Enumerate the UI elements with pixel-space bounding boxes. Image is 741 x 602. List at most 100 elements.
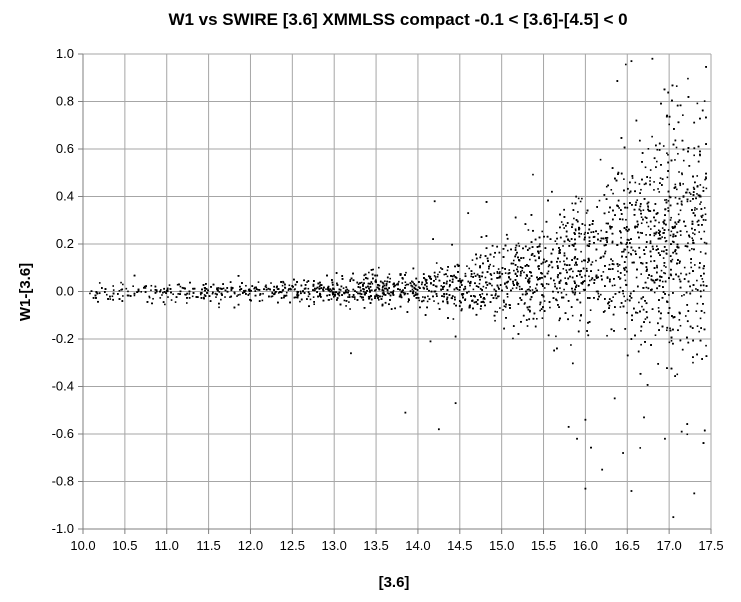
data-point — [612, 192, 614, 195]
data-point — [434, 290, 437, 293]
data-point — [566, 283, 568, 285]
data-point — [491, 284, 493, 287]
data-point — [155, 289, 158, 291]
data-point — [611, 240, 614, 243]
data-point — [613, 278, 615, 280]
data-point — [670, 216, 672, 219]
data-point — [191, 295, 194, 298]
data-point — [205, 283, 207, 285]
data-point — [579, 319, 581, 322]
data-point — [690, 266, 693, 269]
data-point — [622, 292, 624, 295]
data-point — [672, 292, 674, 294]
data-point — [517, 333, 520, 335]
data-point — [481, 293, 484, 295]
data-point — [628, 192, 631, 194]
data-point — [186, 292, 188, 295]
data-point — [184, 293, 186, 296]
data-point — [479, 254, 482, 257]
data-point — [571, 314, 574, 317]
data-point — [516, 284, 519, 287]
data-point — [503, 305, 506, 307]
data-point — [675, 223, 678, 225]
data-point — [319, 294, 321, 297]
data-point — [551, 266, 554, 269]
data-point — [694, 207, 696, 209]
data-point — [490, 274, 493, 276]
data-point — [544, 261, 547, 263]
data-point — [313, 287, 316, 290]
data-point — [698, 194, 701, 197]
data-point — [640, 188, 642, 191]
data-point — [341, 275, 344, 277]
data-point — [663, 272, 665, 274]
data-point — [239, 288, 241, 291]
data-point — [662, 257, 665, 259]
data-point — [471, 300, 473, 302]
data-point — [539, 303, 541, 306]
data-point — [639, 447, 642, 449]
data-point — [678, 171, 680, 173]
data-point — [703, 241, 706, 244]
data-point — [513, 269, 515, 272]
data-point — [497, 286, 500, 289]
data-point — [573, 217, 575, 220]
data-point — [638, 301, 640, 304]
data-point — [333, 293, 335, 296]
data-point — [437, 273, 439, 276]
data-point — [574, 264, 576, 266]
data-point — [696, 175, 699, 177]
data-point — [392, 289, 395, 292]
data-point — [396, 283, 398, 286]
data-point — [528, 318, 531, 321]
data-point — [202, 296, 205, 299]
data-point — [630, 253, 632, 255]
data-point — [468, 267, 471, 270]
data-point — [678, 311, 681, 314]
data-point — [176, 283, 179, 286]
data-point — [649, 240, 652, 242]
data-point — [698, 231, 700, 233]
data-point — [637, 350, 640, 353]
data-point — [582, 288, 585, 291]
data-point — [640, 330, 642, 332]
data-point — [640, 343, 642, 346]
data-point — [512, 337, 514, 340]
data-point — [681, 204, 683, 206]
data-point — [273, 289, 275, 291]
data-point — [515, 253, 517, 256]
data-point — [659, 177, 662, 179]
data-point — [464, 298, 467, 300]
data-point — [645, 221, 648, 224]
data-point — [96, 292, 99, 295]
data-point — [541, 283, 544, 286]
data-point — [669, 204, 672, 207]
data-point — [654, 219, 657, 222]
data-point — [333, 291, 335, 293]
data-point — [476, 273, 479, 276]
data-point — [574, 228, 577, 231]
data-point — [271, 295, 274, 297]
data-point — [414, 292, 417, 294]
data-point — [632, 249, 634, 252]
data-point — [670, 260, 673, 263]
data-point — [597, 269, 600, 271]
data-point — [363, 278, 365, 281]
data-point — [636, 199, 639, 201]
data-point — [645, 311, 648, 313]
data-point — [677, 152, 679, 155]
data-point — [543, 287, 546, 289]
data-point — [665, 329, 668, 332]
data-point — [496, 270, 499, 273]
data-point — [499, 307, 501, 309]
data-point — [388, 303, 390, 306]
data-point — [605, 185, 608, 188]
data-point — [665, 266, 667, 268]
data-point — [498, 272, 501, 275]
data-point — [499, 271, 501, 273]
data-point — [150, 289, 152, 292]
data-point — [401, 282, 404, 284]
data-point — [590, 278, 593, 281]
data-point — [346, 288, 348, 291]
data-point — [541, 230, 544, 233]
